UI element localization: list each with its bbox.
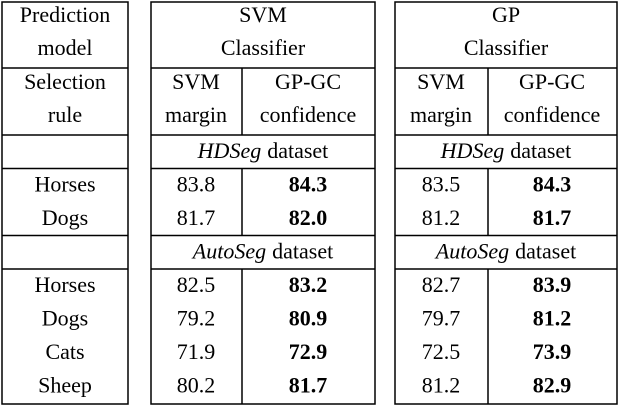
rule-header: SVM <box>172 69 220 94</box>
rule-header: GP-GC <box>275 69 341 94</box>
header-cell: Prediction <box>20 2 110 27</box>
row-label: Horses <box>34 171 95 196</box>
cell: 84.3 <box>533 171 572 196</box>
cell: 81.2 <box>422 205 461 230</box>
header-cell: Selection <box>24 69 106 94</box>
cell: 71.9 <box>177 339 216 364</box>
cell: 80.2 <box>177 372 216 397</box>
dataset-suffix: dataset <box>515 238 576 263</box>
cell: 79.7 <box>422 305 461 330</box>
box <box>1 1 129 405</box>
dataset-label: AutoSeg dataset <box>434 238 576 263</box>
dataset-suffix: dataset <box>510 138 571 163</box>
dataset-name: HDSeg <box>440 138 505 163</box>
cell: 72.5 <box>422 339 461 364</box>
rule-header: GP-GC <box>519 69 585 94</box>
header-cell: model <box>38 35 93 60</box>
cell: 81.2 <box>533 305 572 330</box>
dataset-name: HDSeg <box>197 138 262 163</box>
row-label: Sheep <box>38 372 92 397</box>
cell: 83.5 <box>422 171 461 196</box>
rule-header: confidence <box>504 102 601 127</box>
cell: 82.7 <box>422 272 461 297</box>
row-label: Dogs <box>42 205 88 230</box>
cell: 81.7 <box>177 205 216 230</box>
cell: 83.8 <box>177 171 216 196</box>
header-cell: rule <box>48 102 82 127</box>
rule-header: SVM <box>417 69 465 94</box>
cell: 72.9 <box>289 339 328 364</box>
cell: 82.9 <box>533 372 572 397</box>
dataset-name: AutoSeg <box>434 238 509 263</box>
dataset-name: AutoSeg <box>191 238 266 263</box>
row-label: Cats <box>45 339 84 364</box>
classifier-header: GP <box>492 2 520 27</box>
cell: 84.3 <box>289 171 328 196</box>
cell: 81.7 <box>533 205 572 230</box>
box <box>394 1 618 405</box>
dataset-suffix: dataset <box>267 138 328 163</box>
rule-header: margin <box>410 102 472 127</box>
row-label: Dogs <box>42 305 88 330</box>
classifier-header: SVM <box>239 2 287 27</box>
cell: 80.9 <box>289 305 328 330</box>
rule-header: margin <box>165 102 227 127</box>
cell: 83.9 <box>533 272 572 297</box>
classifier-header: Classifier <box>221 35 306 60</box>
cell: 73.9 <box>533 339 572 364</box>
cell: 82.5 <box>177 272 216 297</box>
cell: 81.7 <box>289 372 328 397</box>
cell: 79.2 <box>177 305 216 330</box>
cell: 83.2 <box>289 272 328 297</box>
cell: 82.0 <box>289 205 328 230</box>
dataset-label: HDSeg dataset <box>197 138 329 163</box>
rule-header: confidence <box>260 102 357 127</box>
dataset-label: AutoSeg dataset <box>191 238 333 263</box>
classifier-header: Classifier <box>464 35 549 60</box>
cell: 81.2 <box>422 372 461 397</box>
box <box>150 1 376 405</box>
dataset-suffix: dataset <box>272 238 333 263</box>
dataset-label: HDSeg dataset <box>440 138 572 163</box>
row-label: Horses <box>34 272 95 297</box>
